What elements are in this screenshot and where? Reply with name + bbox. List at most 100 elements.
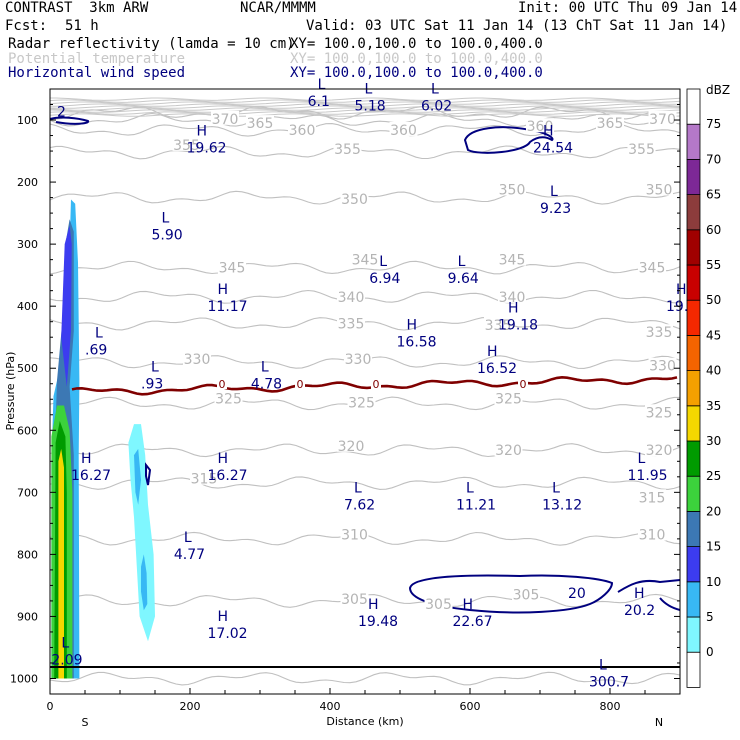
wind-high-marker: H <box>197 124 208 140</box>
wind-low-value: .69 <box>85 342 107 358</box>
wind-low-value: 5.90 <box>152 228 183 244</box>
theta-label: 345 <box>499 253 526 269</box>
theta-label: 310 <box>341 528 368 544</box>
reflectivity-10dbz <box>134 448 141 505</box>
theta-label-bg <box>337 437 365 452</box>
freezing-label-bg <box>371 377 381 389</box>
y-tick-label: 300 <box>17 238 38 251</box>
theta-label: 365 <box>597 116 624 132</box>
colorbar-level-label: 10 <box>706 575 721 589</box>
theta-label: 315 <box>191 472 218 488</box>
theta-contour-365 <box>50 112 680 128</box>
colorbar-swatch <box>686 581 701 618</box>
wind-high-value: 19. <box>666 299 688 315</box>
field-reflectivity-name: Radar reflectivity (lamda = 10 cm) <box>8 36 295 52</box>
wind-low-marker: L <box>466 481 474 497</box>
wind-low-marker: L <box>318 77 326 93</box>
wind-low-value: 11.21 <box>456 498 496 514</box>
theta-label-bg <box>183 350 211 365</box>
wind-high-marker: H <box>463 597 474 613</box>
field-theta-name: Potential temperature <box>8 51 186 67</box>
colorbar-unit: dBZ <box>706 83 730 97</box>
colorbar-swatch <box>686 264 701 301</box>
wind-high-value: 16.58 <box>397 334 437 350</box>
colorbar-swatch <box>686 616 701 653</box>
theta-contour-upper <box>50 99 680 103</box>
theta-label-bg <box>389 121 418 136</box>
colorbar-swatch <box>686 475 701 512</box>
wind-low-value: 9.23 <box>540 201 571 217</box>
theta-label-bg <box>484 316 512 331</box>
theta-label: 345 <box>219 261 246 277</box>
theta-label-bg <box>337 288 365 303</box>
colorbar-swatch <box>686 158 701 195</box>
wind-low-value: 7.62 <box>344 498 375 514</box>
colorbar-level-label: 45 <box>706 328 721 342</box>
wind-high-marker: H <box>508 301 519 317</box>
section-endpoint-label: N <box>655 716 663 729</box>
colorbar-level-label: 50 <box>706 293 721 307</box>
wind-low-marker: L <box>61 636 69 652</box>
colorbar-swatch <box>686 440 701 477</box>
theta-label-bg <box>498 251 526 266</box>
theta-label: 360 <box>390 123 417 139</box>
colorbar-swatch <box>686 194 701 231</box>
wind-high-value: 17.02 <box>208 626 248 642</box>
wind-high-marker: H <box>368 597 379 613</box>
x-tick-label: 400 <box>320 700 341 713</box>
theta-label: 330 <box>345 352 372 368</box>
theta-label-bg <box>172 136 201 151</box>
section-endpoint-label: S <box>82 716 89 729</box>
wind-low-marker: L <box>95 325 103 341</box>
y-tick-label: 600 <box>17 424 38 437</box>
wind-high-marker: H <box>407 317 418 333</box>
wind-low-value: 6.94 <box>369 271 400 287</box>
colorbar-swatch <box>686 334 701 371</box>
theta-label-bg <box>638 526 666 541</box>
wind-low-value: 5.18 <box>355 99 386 115</box>
theta-label: 330 <box>184 352 211 368</box>
freezing-level-label: 0 <box>373 378 380 391</box>
wind-contour-label: 20 <box>568 586 586 602</box>
wind-high-marker: H <box>676 282 687 298</box>
colorbar: 0 5 10 15 20 25 30 35 40 45 50 55 60 65 70 75 dBZ <box>686 83 730 688</box>
reflectivity-10dbz <box>141 554 148 611</box>
theta-label: 340 <box>499 290 526 306</box>
colorbar-swatch <box>686 229 701 266</box>
y-tick-label: 1000 <box>10 672 38 685</box>
theta-label: 360 <box>527 119 554 135</box>
theta-label: 325 <box>495 392 522 408</box>
theta-label: 325 <box>348 395 375 411</box>
theta-label: 355 <box>628 142 655 158</box>
wind-low-value: 6.02 <box>421 99 452 115</box>
wind-contour <box>145 462 152 486</box>
wind-low-marker: L <box>151 360 159 376</box>
reflectivity-15dbz <box>61 225 72 387</box>
theta-label: 305 <box>425 597 452 613</box>
wind-low-marker: L <box>365 82 373 98</box>
theta-label-bg <box>645 442 673 457</box>
theta-label-bg <box>211 110 239 125</box>
wind-contour <box>617 579 680 593</box>
theta-label: 320 <box>646 443 673 459</box>
reflectivity-5dbz <box>128 424 155 642</box>
theta-label-bg <box>627 141 656 156</box>
forecast-label: Fcst: <box>5 18 48 34</box>
x-axis-label: Distance (km) <box>326 715 403 728</box>
colorbar-level-label: 35 <box>706 399 721 413</box>
wind-low-marker: L <box>550 184 558 200</box>
colorbar-level-label: 0 <box>706 645 714 659</box>
colorbar-level-label: 60 <box>706 223 721 237</box>
x-tick-label: 0 <box>47 700 54 713</box>
x-tick-label: 800 <box>600 700 621 713</box>
wind-low-marker: L <box>458 254 466 270</box>
theta-label-bg <box>424 596 453 611</box>
wind-high-value: 22.67 <box>453 614 493 630</box>
wind-high-marker: H <box>218 282 229 298</box>
theta-label-bg <box>246 115 274 130</box>
wind-high-marker: H <box>81 451 92 467</box>
colorbar-swatch <box>686 123 701 160</box>
field-wind-name: Horizontal wind speed <box>8 65 186 81</box>
theta-label: 335 <box>338 317 365 333</box>
